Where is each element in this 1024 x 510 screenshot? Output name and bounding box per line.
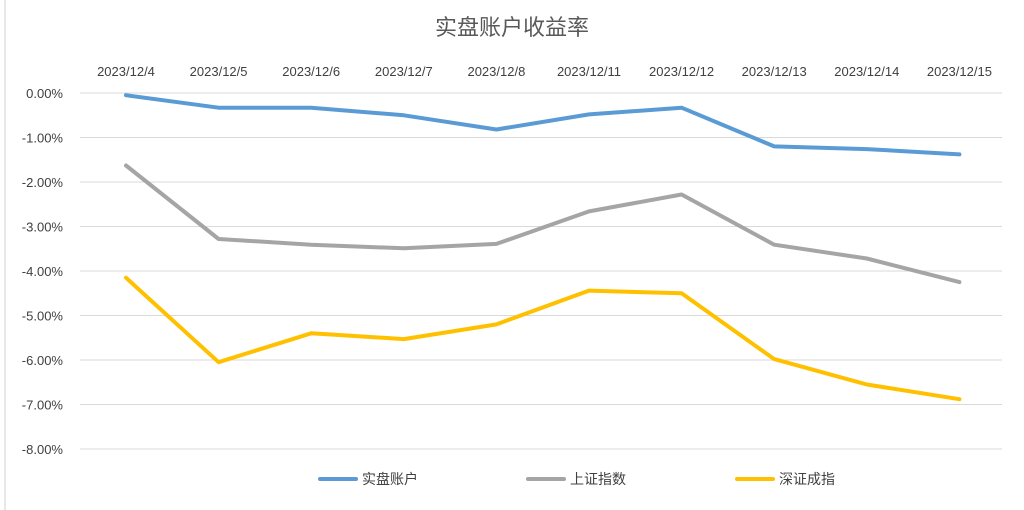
chart-title: 实盘账户收益率 xyxy=(435,16,589,41)
series-line-3 xyxy=(124,275,962,402)
y-tick-label: -3.00% xyxy=(22,220,64,235)
legend-label: 实盘账户 xyxy=(362,471,418,488)
y-tick-label: 0.00% xyxy=(26,86,63,101)
y-tick-label: -4.00% xyxy=(22,264,64,279)
x-tick-label: 2023/12/11 xyxy=(557,64,621,79)
x-tick-label: 2023/12/8 xyxy=(467,64,525,79)
series-lines xyxy=(124,93,962,402)
legend-label: 上证指数 xyxy=(570,472,626,488)
x-tick-label: 2023/12/15 xyxy=(927,64,992,79)
y-tick-label: -7.00% xyxy=(22,398,64,413)
x-axis-tick-labels: 2023/12/4 2023/12/5 2023/12/6 2023/12/7 2023… xyxy=(97,64,992,79)
x-tick-label: 2023/12/13 xyxy=(742,64,807,79)
x-tick-label: 2023/12/4 xyxy=(97,64,155,79)
series-line-1 xyxy=(124,93,962,157)
y-tick-label: -1.00% xyxy=(22,131,64,146)
y-tick-label: -2.00% xyxy=(22,175,64,190)
y-tick-label: -8.00% xyxy=(22,442,64,457)
x-tick-label: 2023/12/5 xyxy=(190,64,248,79)
x-tick-label: 2023/12/14 xyxy=(834,64,899,79)
legend: 实盘账户 上证指数 深证成指 xyxy=(318,471,835,488)
y-tick-label: -6.00% xyxy=(22,353,64,368)
legend-label: 深证成指 xyxy=(779,472,835,488)
y-axis-tick-labels: 0.00% -1.00% -2.00% -3.00% -4.00% -5.00% -6.00… xyxy=(22,86,64,457)
gridlines xyxy=(80,92,1002,450)
x-tick-label: 2023/12/7 xyxy=(375,64,433,79)
x-tick-label: 2023/12/6 xyxy=(282,64,340,79)
y-tick-label: -5.00% xyxy=(22,309,64,324)
series-line-2 xyxy=(124,163,962,285)
x-tick-label: 2023/12/12 xyxy=(649,64,714,79)
